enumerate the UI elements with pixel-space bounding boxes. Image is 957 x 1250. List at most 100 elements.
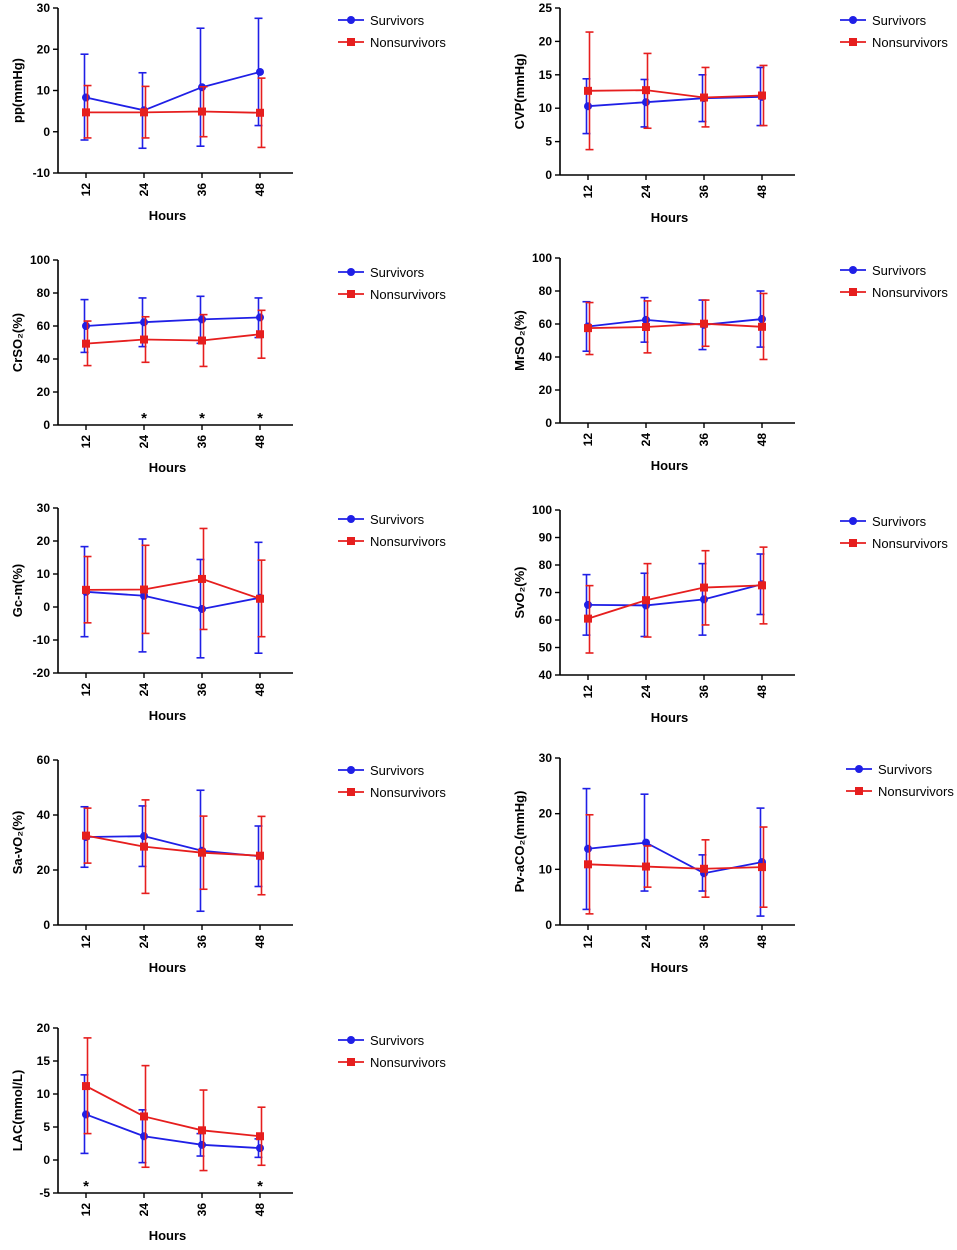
- data-point: [700, 93, 708, 102]
- legend-marker-nonsurvivors: [347, 290, 355, 298]
- panel-pvaco2: 0 10 20 30 12 24 36 48 Hours Pv-aCO₂(mmHg) Survivo…: [512, 751, 954, 975]
- series-survivors: [80, 295, 264, 354]
- data-point: [700, 864, 708, 873]
- y-axis-title: SvO₂(%): [512, 566, 527, 618]
- series-line: [587, 95, 763, 108]
- legend: Survivors Nonsurvivors: [338, 763, 446, 800]
- legend: Survivors Nonsurvivors: [846, 762, 954, 799]
- series-line: [85, 1085, 261, 1138]
- y-tick-label: 0: [43, 918, 50, 932]
- panel-gcm: -20 -10 0 10 20 30 12 24 36 48 Hours Gc-m(%) Survivo…: [10, 501, 446, 723]
- series-survivors: [80, 17, 264, 150]
- y-axis-title: Pv-aCO₂(mmHg): [512, 791, 527, 893]
- x-tick-label: 24: [639, 185, 653, 199]
- x-tick-label: 48: [253, 935, 267, 949]
- y-axis-title: LAC(mmol/L): [10, 1070, 25, 1152]
- legend-label-survivors: Survivors: [872, 514, 927, 529]
- legend: Survivors Nonsurvivors: [338, 265, 446, 302]
- legend: Survivors Nonsurvivors: [338, 512, 446, 549]
- legend-label-nonsurvivors: Nonsurvivors: [370, 534, 446, 549]
- y-tick-label: 0: [545, 416, 552, 430]
- legend: Survivors Nonsurvivors: [338, 1033, 446, 1070]
- legend-marker-survivors: [347, 766, 355, 774]
- x-tick-label: 48: [253, 183, 267, 197]
- legend-label-nonsurvivors: Nonsurvivors: [872, 536, 948, 551]
- y-axis-title: Sa-vO₂(%): [10, 811, 25, 875]
- x-tick-label: 48: [755, 185, 769, 199]
- y-tick-label: 40: [37, 352, 51, 366]
- significance-marker: *: [141, 410, 147, 427]
- legend-marker-survivors: [347, 268, 355, 276]
- legend-marker-nonsurvivors: [347, 788, 355, 796]
- x-tick-label: 36: [195, 435, 209, 449]
- legend-marker-survivors: [855, 765, 863, 773]
- series-survivors: [80, 538, 264, 659]
- y-tick-label: 100: [532, 251, 552, 265]
- data-point: [642, 596, 650, 605]
- x-tick-label: 36: [697, 935, 711, 949]
- series-nonsurvivors: [584, 546, 768, 654]
- y-tick-label: 30: [37, 501, 51, 515]
- data-point: [82, 831, 90, 840]
- panel-lac: -5 0 5 10 15 20 12 24 36 48 Hours LAC(mmol/L) * * Surv…: [10, 1021, 446, 1243]
- legend-label-survivors: Survivors: [370, 763, 425, 778]
- data-point: [140, 1132, 148, 1141]
- x-axis-title: Hours: [149, 708, 187, 723]
- significance-marker: *: [257, 410, 263, 427]
- series-nonsurvivors: [82, 77, 266, 149]
- series-survivors: [582, 290, 766, 353]
- y-tick-label: 20: [37, 42, 51, 56]
- legend-label-survivors: Survivors: [370, 265, 425, 280]
- data-point: [758, 863, 766, 872]
- x-tick-label: 48: [253, 1203, 267, 1217]
- legend-marker-survivors: [347, 16, 355, 24]
- series-nonsurvivors: [82, 309, 266, 368]
- y-tick-label: 100: [30, 253, 50, 267]
- legend-label-survivors: Survivors: [370, 512, 425, 527]
- data-point: [642, 322, 650, 331]
- x-tick-label: 12: [79, 435, 93, 449]
- y-tick-label: 30: [37, 1, 51, 15]
- panel-cvp: 0 5 10 15 20 25 12 24 36 48 Hours CVP(mmHg) Survivor…: [512, 1, 948, 225]
- data-point: [198, 315, 206, 324]
- y-tick-label: -20: [33, 666, 51, 680]
- y-tick-label: 60: [37, 753, 51, 767]
- significance-marker: *: [257, 1178, 263, 1195]
- series-survivors: [582, 553, 766, 638]
- data-point: [642, 98, 650, 107]
- data-point: [198, 1126, 206, 1135]
- x-tick-label: 12: [581, 685, 595, 699]
- panel-crso2: 0 20 40 60 80 100 12 24 36 48 Hours CrSO₂(%) * * * Surv…: [10, 253, 446, 475]
- y-tick-label: 80: [539, 284, 553, 298]
- legend-marker-survivors: [849, 16, 857, 24]
- y-tick-label: 20: [539, 807, 553, 821]
- y-tick-label: -5: [39, 1186, 50, 1200]
- x-tick-label: 12: [581, 433, 595, 447]
- x-tick-label: 36: [195, 1203, 209, 1217]
- x-tick-label: 12: [581, 935, 595, 949]
- x-tick-label: 36: [697, 685, 711, 699]
- series-line: [86, 110, 261, 114]
- data-point: [700, 595, 708, 604]
- x-axis-title: Hours: [651, 960, 689, 975]
- y-tick-label: 80: [539, 558, 553, 572]
- x-axis-title: Hours: [149, 208, 187, 223]
- y-axis-title: CVP(mmHg): [512, 54, 527, 130]
- legend-marker-survivors: [849, 266, 857, 274]
- legend-marker-nonsurvivors: [849, 288, 857, 296]
- series-line: [587, 863, 763, 870]
- significance-marker: *: [83, 1178, 89, 1195]
- x-tick-label: 36: [195, 683, 209, 697]
- legend: Survivors Nonsurvivors: [840, 514, 948, 551]
- y-axis-title: pp(mmHg): [10, 58, 25, 123]
- legend: Survivors Nonsurvivors: [840, 13, 948, 50]
- data-point: [198, 1140, 206, 1149]
- y-tick-label: 25: [539, 1, 553, 15]
- y-tick-label: 0: [545, 918, 552, 932]
- panel-pp: -10 0 10 20 30 12 24 36 48 Hours pp(mmHg) Survivors…: [10, 1, 446, 223]
- y-tick-label: 20: [37, 385, 51, 399]
- legend-marker-nonsurvivors: [347, 1058, 355, 1066]
- legend-label-survivors: Survivors: [878, 762, 933, 777]
- data-point: [140, 108, 148, 117]
